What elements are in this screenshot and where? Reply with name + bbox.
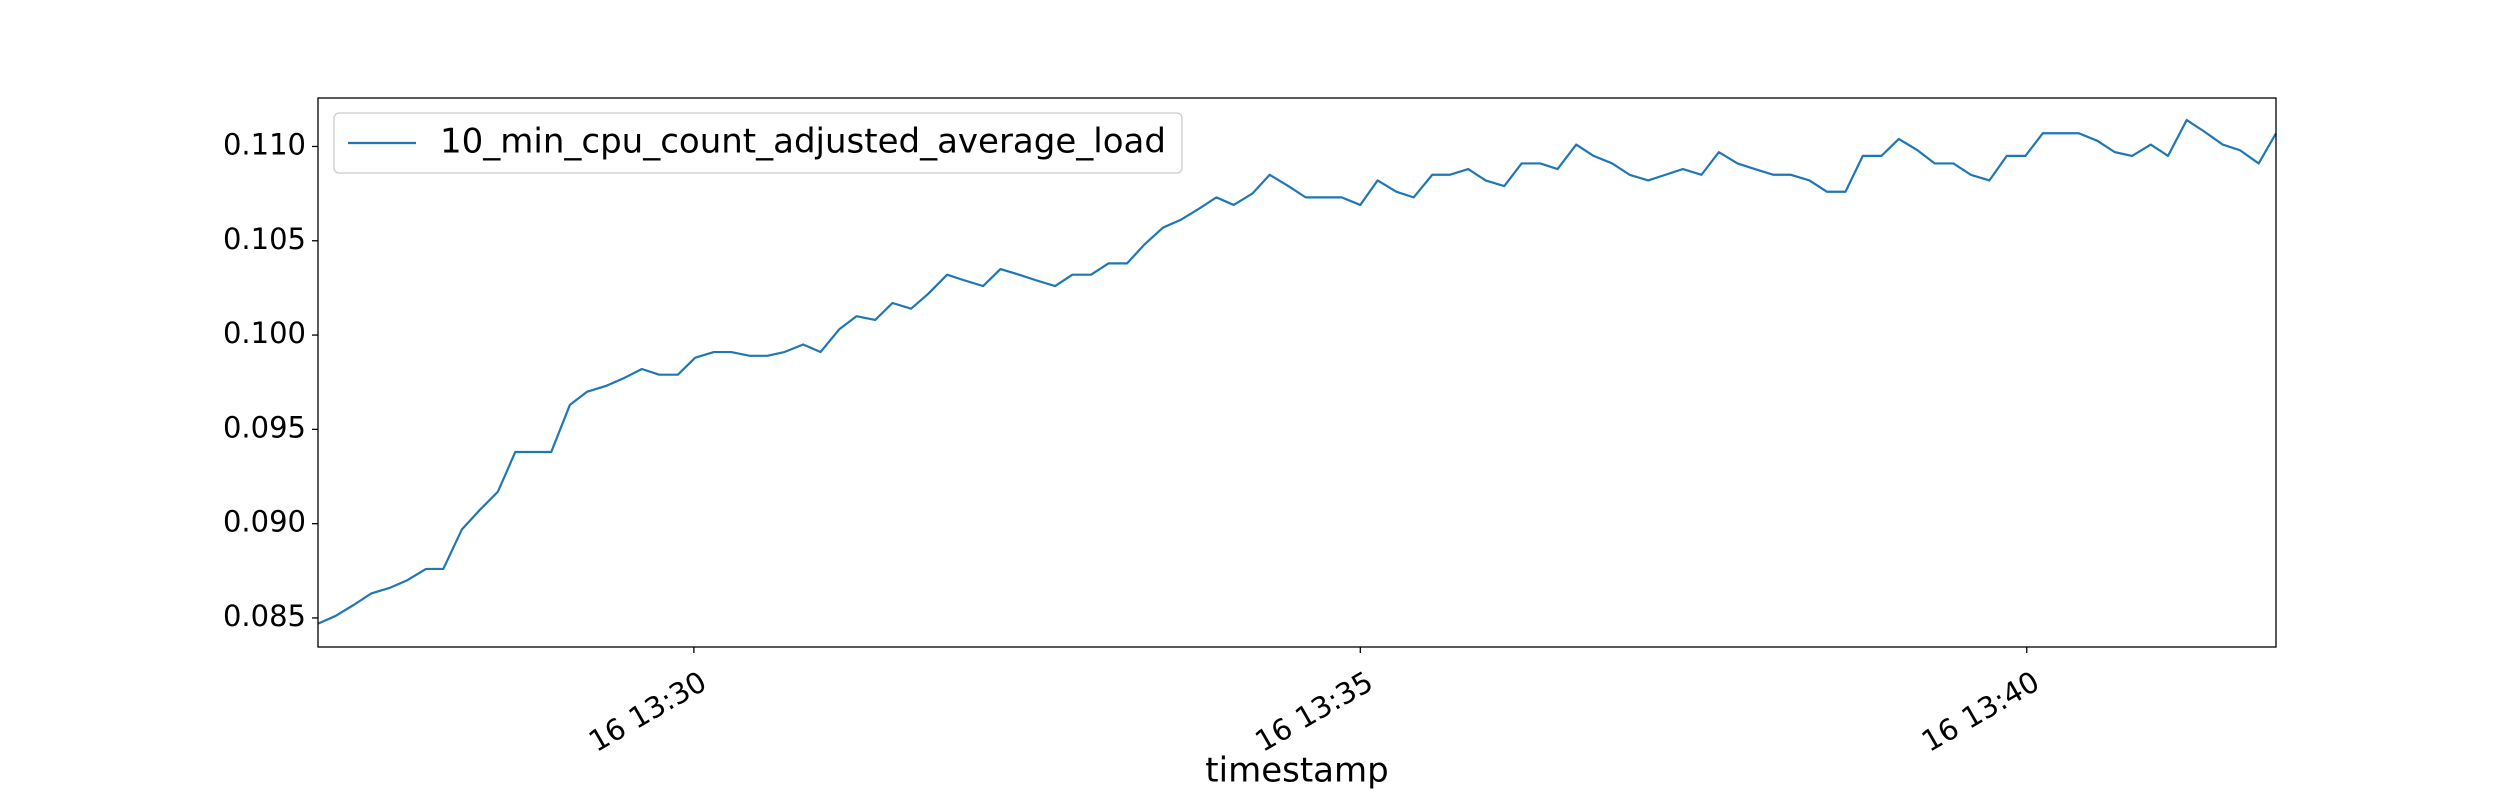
x-tick-label: 16 13:40 — [1916, 664, 2045, 758]
plot-frame — [317, 97, 2277, 648]
x-tick-label: 16 13:30 — [583, 664, 712, 758]
y-tick-label: 0.095 — [223, 410, 306, 444]
legend: 10_min_cpu_count_adjusted_average_load — [333, 112, 1183, 174]
y-tick-label: 0.105 — [223, 222, 306, 256]
x-tick-label: 16 13:35 — [1249, 664, 1378, 758]
y-tick-label: 0.085 — [223, 599, 306, 633]
legend-label: 10_min_cpu_count_adjusted_average_load — [440, 122, 1166, 162]
data-line — [317, 118, 2277, 625]
x-axis-label: timestamp — [1205, 751, 1388, 791]
y-tick-label: 0.100 — [223, 316, 306, 350]
y-tick-label: 0.090 — [223, 505, 306, 539]
y-tick-label: 0.110 — [223, 127, 306, 161]
legend-box — [333, 112, 1183, 174]
